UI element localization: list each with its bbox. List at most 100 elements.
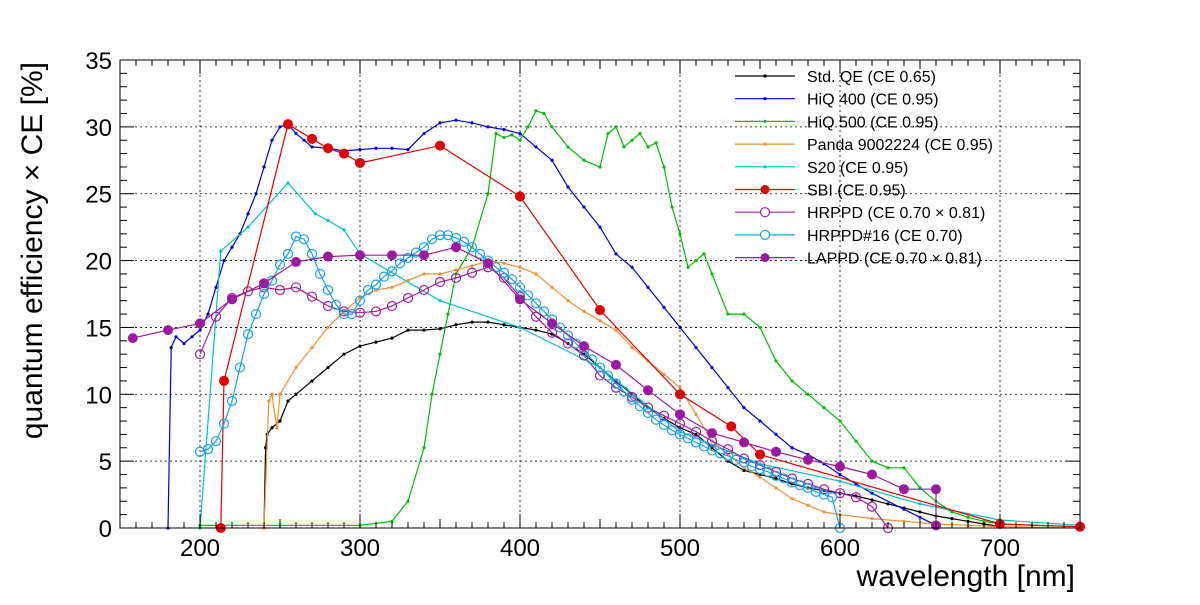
data-point	[306, 248, 318, 259]
data-point	[790, 379, 794, 383]
data-point	[275, 426, 279, 430]
data-point	[634, 401, 646, 412]
data-point	[950, 510, 954, 514]
legend-marker	[759, 229, 771, 240]
data-point	[219, 375, 229, 386]
data-point	[739, 437, 749, 448]
data-point	[534, 272, 538, 276]
data-point	[374, 146, 378, 150]
data-point	[582, 309, 586, 313]
data-point	[902, 519, 906, 523]
data-point	[870, 517, 874, 521]
data-point	[270, 138, 274, 142]
series-layer	[127, 109, 1085, 534]
data-point	[867, 469, 877, 480]
data-point	[742, 468, 746, 473]
data-point	[470, 264, 474, 268]
data-point	[326, 365, 330, 370]
data-point	[550, 125, 554, 129]
legend-label: Std. QE (CE 0.65)	[807, 69, 936, 86]
data-point	[662, 305, 666, 309]
data-point	[227, 294, 237, 305]
data-point	[774, 476, 778, 481]
data-point	[594, 362, 606, 373]
data-point	[518, 138, 522, 142]
data-point	[982, 519, 986, 523]
legend-label: Panda 9002224 (CE 0.95)	[807, 137, 993, 154]
data-point	[406, 499, 410, 503]
data-point	[290, 282, 302, 293]
data-point	[435, 140, 445, 151]
data-point	[790, 496, 794, 501]
data-point	[338, 308, 350, 320]
y-tick-label: 15	[85, 315, 112, 342]
data-point	[486, 192, 490, 196]
data-point	[538, 306, 550, 317]
data-point	[282, 248, 294, 259]
x-tick-label: 700	[980, 535, 1020, 562]
data-point	[790, 446, 794, 450]
data-point	[259, 278, 269, 289]
data-point	[630, 138, 634, 142]
legend-label: SBI (CE 0.95)	[807, 183, 906, 200]
data-point	[370, 306, 382, 317]
data-point	[870, 491, 874, 495]
data-point	[483, 258, 493, 269]
series-group	[215, 119, 1085, 533]
data-point	[434, 276, 446, 288]
data-point	[323, 143, 333, 154]
data-point	[802, 482, 814, 493]
data-point	[474, 248, 486, 259]
data-point	[466, 242, 478, 253]
data-point	[838, 479, 842, 483]
data-point	[242, 329, 254, 340]
data-point	[254, 192, 258, 196]
data-point	[387, 250, 397, 261]
data-point	[506, 274, 518, 285]
data-point	[278, 125, 282, 129]
data-point	[198, 328, 202, 332]
data-point	[502, 135, 506, 140]
data-point	[419, 250, 429, 261]
data-point	[707, 428, 717, 439]
data-point	[390, 285, 394, 289]
data-point	[694, 412, 698, 416]
data-point	[494, 131, 498, 136]
data-point	[454, 323, 458, 327]
data-point	[638, 131, 642, 136]
data-point	[950, 517, 954, 521]
x-tick-label: 300	[340, 535, 380, 562]
data-point	[283, 119, 293, 130]
data-point	[738, 457, 750, 468]
data-point	[550, 158, 554, 162]
data-point	[646, 285, 650, 289]
data-point	[650, 414, 662, 425]
data-point	[838, 419, 842, 423]
data-point	[390, 336, 394, 340]
legend-label: S20 (CE 0.95)	[807, 160, 908, 177]
legend-item: HRPPD (CE 0.70 × 0.81)	[735, 205, 985, 222]
data-point	[470, 121, 474, 125]
data-point	[534, 109, 538, 113]
data-point	[835, 461, 845, 472]
data-point	[562, 330, 574, 341]
data-point	[510, 133, 514, 137]
data-point	[902, 507, 906, 511]
data-point	[778, 473, 790, 484]
data-point	[230, 245, 234, 249]
data-point	[918, 502, 922, 506]
data-point	[515, 191, 525, 202]
data-point	[291, 256, 301, 267]
data-point	[838, 472, 842, 477]
data-point	[310, 379, 314, 383]
series-group	[194, 262, 894, 534]
data-point	[218, 418, 230, 429]
data-point	[826, 492, 838, 503]
data-point	[498, 272, 510, 284]
data-point	[518, 131, 522, 136]
data-point	[342, 352, 346, 356]
data-point	[642, 402, 654, 413]
data-point	[678, 430, 682, 434]
data-point	[518, 265, 522, 269]
